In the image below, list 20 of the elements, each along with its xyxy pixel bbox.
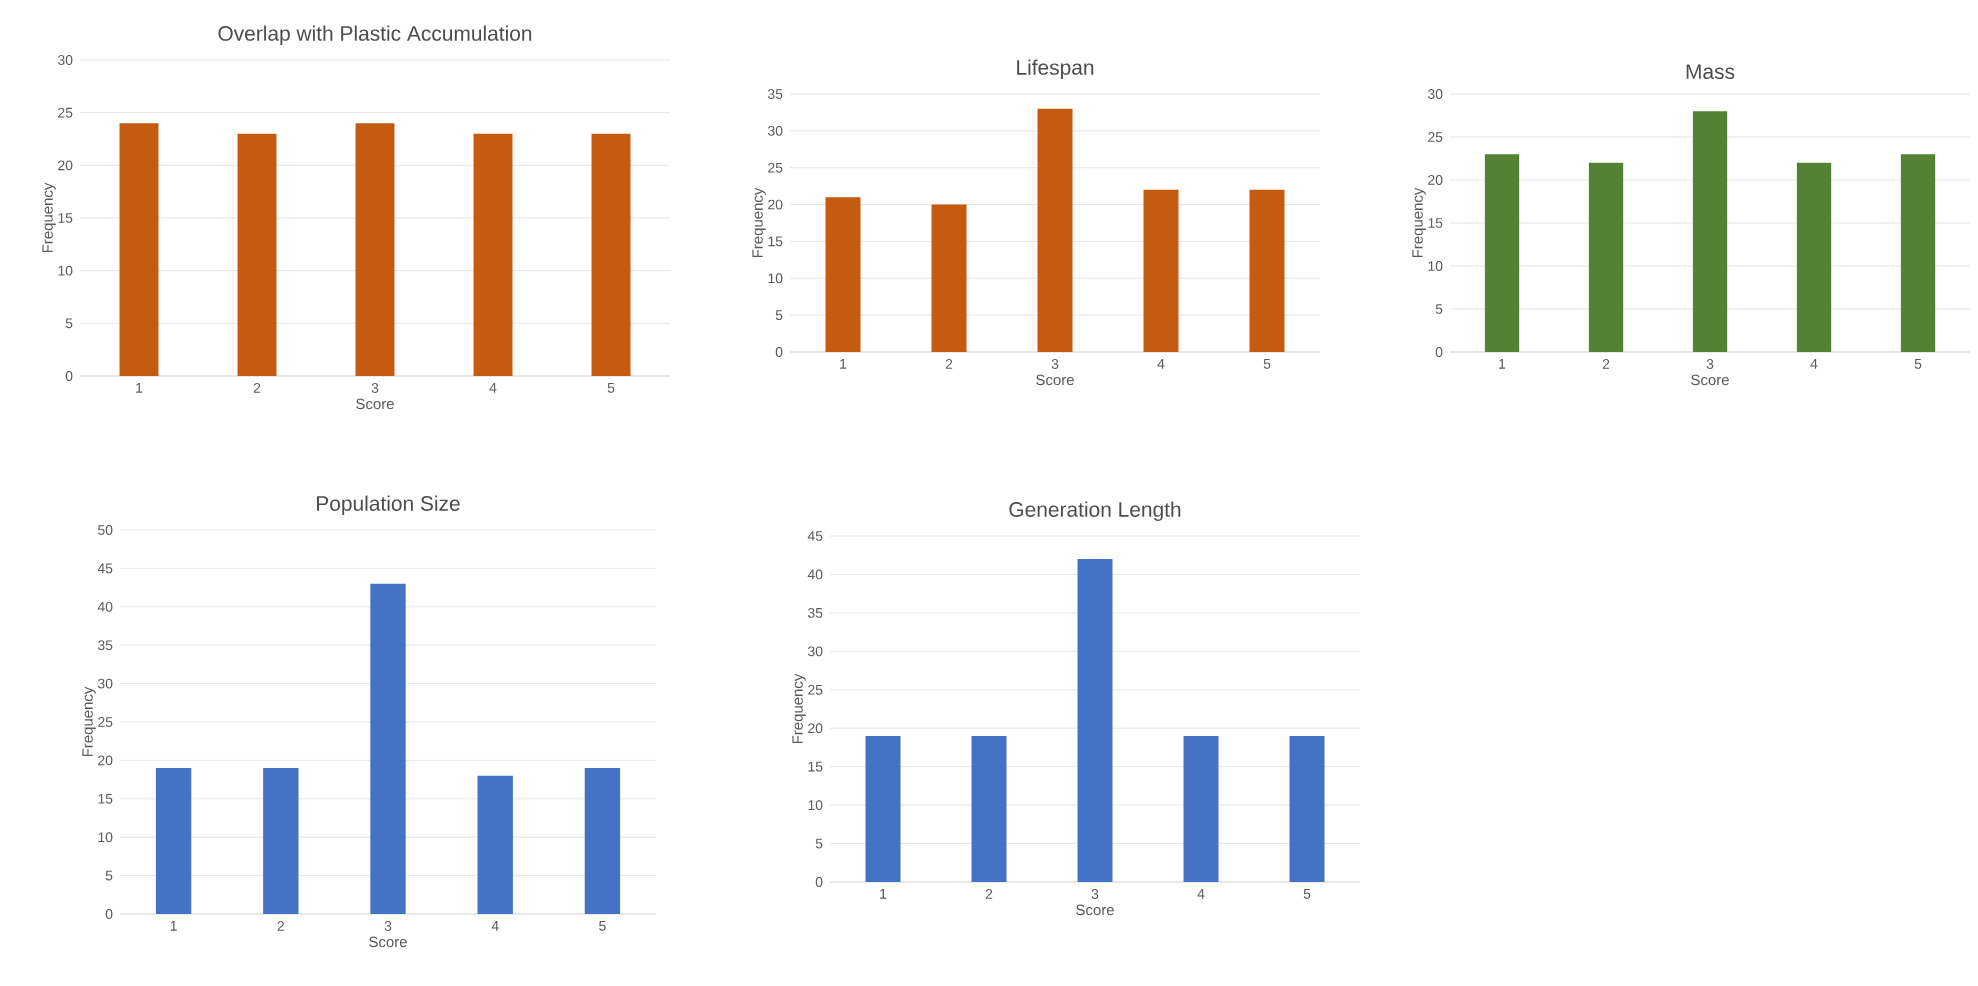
- bar: [155, 768, 192, 914]
- chart-title: Overlap with Plastic Accumulation: [218, 25, 532, 45]
- bar: [1037, 108, 1073, 352]
- chart-title: Lifespan: [1017, 59, 1094, 79]
- bar: [1588, 162, 1624, 352]
- chart-title: Population Size: [317, 495, 460, 516]
- bar: [1796, 162, 1832, 352]
- bar: [1249, 189, 1285, 352]
- bar: [931, 204, 967, 352]
- chart-title: Generation Length: [1009, 501, 1181, 522]
- bar: [1900, 154, 1936, 352]
- bar: [584, 768, 621, 914]
- bar: [263, 768, 299, 914]
- bar: [1143, 189, 1179, 352]
- chart-title: Mass: [1686, 64, 1735, 80]
- bar: [825, 197, 861, 352]
- bar: [1484, 154, 1520, 352]
- bar: [370, 583, 406, 914]
- bar: [477, 775, 513, 914]
- bar: [1692, 111, 1728, 352]
